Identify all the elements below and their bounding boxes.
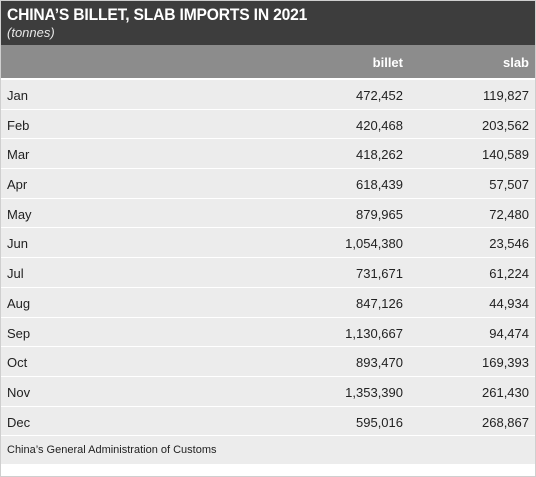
table-row: Apr 618,439 57,507 <box>1 169 535 199</box>
row-billet-value: 1,353,390 <box>345 384 403 400</box>
row-month: Jul <box>7 266 24 282</box>
row-month: Aug <box>7 295 31 311</box>
row-billet-value: 618,439 <box>356 177 403 193</box>
source-note: China’s General Administration of Custom… <box>1 436 535 465</box>
row-month: Nov <box>7 384 31 400</box>
table-row: Nov 1,353,390 261,430 <box>1 376 535 407</box>
table-row: Oct 893,470 169,393 <box>1 347 535 377</box>
row-slab-value: 72,480 <box>489 206 529 222</box>
table-row: Mar 418,262 140,589 <box>1 139 535 170</box>
row-billet-value: 1,130,667 <box>345 325 403 341</box>
row-billet-value: 1,054,380 <box>345 236 403 252</box>
table-row: Dec 595,016 268,867 <box>1 406 535 437</box>
row-billet-value: 595,016 <box>356 414 403 430</box>
row-slab-value: 140,589 <box>482 147 529 163</box>
row-month: Apr <box>7 177 28 193</box>
table-row: Sep 1,130,667 94,474 <box>1 317 535 348</box>
row-month: Feb <box>7 117 30 133</box>
row-month: May <box>7 206 32 222</box>
row-slab-value: 44,934 <box>489 295 529 311</box>
row-billet-value: 731,671 <box>356 266 403 282</box>
column-header-row: billet slab <box>1 45 535 80</box>
row-month: Sep <box>7 325 31 341</box>
row-slab-value: 61,224 <box>489 266 529 282</box>
table-row: Feb 420,468 203,562 <box>1 109 535 140</box>
table-header: CHINA’S BILLET, SLAB IMPORTS IN 2021 (to… <box>1 1 535 45</box>
row-slab-value: 23,546 <box>489 236 529 252</box>
column-header-billet: billet <box>372 55 403 70</box>
row-slab-value: 268,867 <box>482 414 529 430</box>
table-body: Jan 472,452 119,827 Feb 420,468 203,562 … <box>1 80 535 437</box>
row-billet-value: 418,262 <box>356 147 403 163</box>
row-billet-value: 847,126 <box>356 295 403 311</box>
table-title: CHINA’S BILLET, SLAB IMPORTS IN 2021 <box>7 5 308 24</box>
row-slab-value: 119,827 <box>482 88 529 103</box>
row-month: Oct <box>7 355 28 371</box>
row-slab-value: 57,507 <box>489 177 529 193</box>
row-month: Jun <box>7 236 28 252</box>
row-billet-value: 893,470 <box>356 355 403 371</box>
row-month: Dec <box>7 414 31 430</box>
row-slab-value: 203,562 <box>482 117 529 133</box>
table-row: Jul 731,671 61,224 <box>1 258 535 288</box>
row-billet-value: 420,468 <box>356 117 403 133</box>
row-billet-value: 879,965 <box>356 206 403 222</box>
table-row: Jun 1,054,380 23,546 <box>1 228 535 259</box>
row-month: Mar <box>7 147 30 163</box>
row-slab-value: 94,474 <box>489 325 529 341</box>
table-subtitle: (tonnes) <box>7 25 55 40</box>
table-row: Aug 847,126 44,934 <box>1 287 535 318</box>
table-row: May 879,965 72,480 <box>1 198 535 229</box>
row-slab-value: 169,393 <box>482 355 529 371</box>
row-billet-value: 472,452 <box>356 88 403 103</box>
table-row: Jan 472,452 119,827 <box>1 80 535 110</box>
row-slab-value: 261,430 <box>482 384 529 400</box>
row-month: Jan <box>7 88 28 103</box>
column-header-slab: slab <box>502 55 529 70</box>
